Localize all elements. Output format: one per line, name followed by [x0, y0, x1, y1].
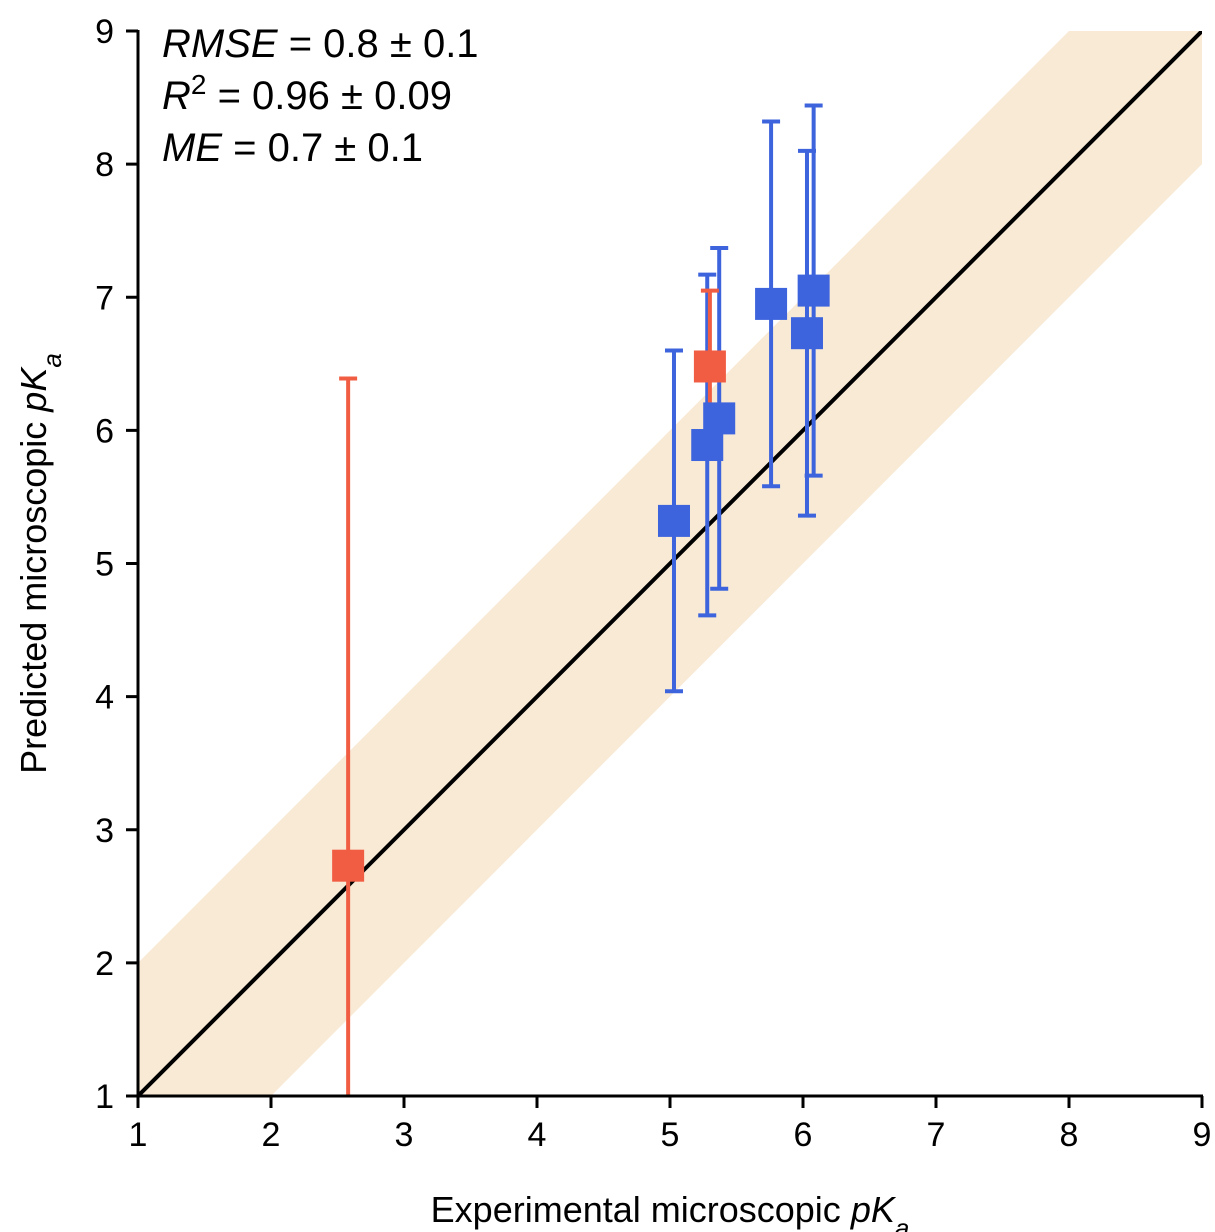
- confidence-band: [138, 31, 1202, 1096]
- y-tick-label: 6: [95, 412, 114, 450]
- y-tick-label: 4: [95, 679, 114, 717]
- y-tick-label: 3: [95, 812, 114, 850]
- y-tick-label: 2: [95, 945, 114, 983]
- y-tick-label: 9: [95, 13, 114, 51]
- x-tick-label: 5: [661, 1116, 680, 1154]
- x-tick-label: 9: [1193, 1116, 1212, 1154]
- stat-annotation: RMSE = 0.8 ± 0.1: [162, 22, 479, 66]
- stat-annotation: ME = 0.7 ± 0.1: [162, 126, 423, 170]
- x-tick-label: 1: [129, 1116, 148, 1154]
- data-point: [790, 317, 823, 350]
- stat-annotation: R2 = 0.96 ± 0.09: [162, 69, 452, 119]
- x-tick-label: 3: [395, 1116, 414, 1154]
- data-point: [797, 274, 830, 307]
- x-tick-label: 7: [927, 1116, 946, 1154]
- y-tick-label: 7: [95, 279, 114, 317]
- data-point: [755, 287, 788, 320]
- x-axis-label: Experimental microscopic pKa: [431, 1189, 910, 1232]
- x-tick-label: 8: [1060, 1116, 1079, 1154]
- y-tick-label: 8: [95, 146, 114, 184]
- identity-line: [138, 31, 1202, 1096]
- data-point: [332, 849, 365, 882]
- x-tick-label: 4: [528, 1116, 547, 1154]
- data-point: [703, 402, 736, 435]
- x-tick-label: 6: [794, 1116, 813, 1154]
- y-tick-label: 1: [95, 1078, 114, 1116]
- y-axis-label: Predicted microscopic pKa: [13, 353, 67, 774]
- data-point: [693, 350, 726, 383]
- x-tick-label: 2: [262, 1116, 281, 1154]
- y-tick-label: 5: [95, 546, 114, 584]
- data-point: [657, 504, 690, 537]
